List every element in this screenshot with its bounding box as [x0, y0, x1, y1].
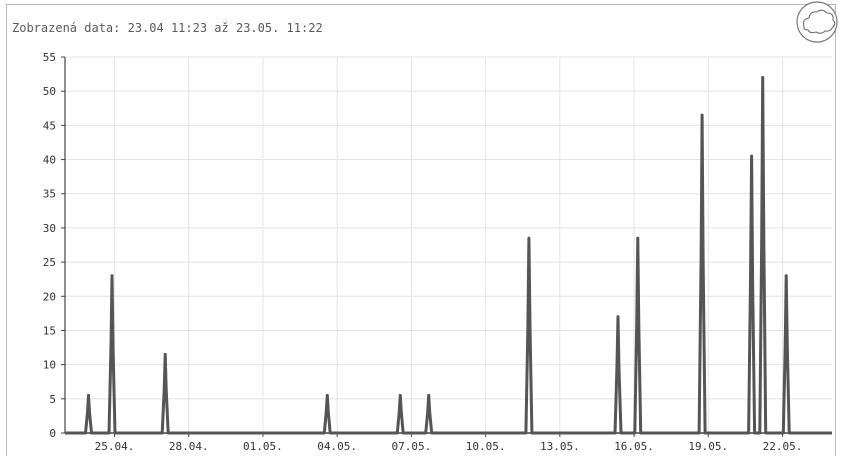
x-tick-label: 19.05.: [688, 440, 728, 453]
data-point: [750, 154, 753, 158]
data-point: [527, 236, 531, 240]
x-tick-label: 04.05.: [317, 440, 357, 453]
data-point: [398, 394, 402, 397]
data-point: [761, 76, 765, 79]
x-tick-label: 16.05.: [614, 440, 654, 453]
y-tick-label: 35: [43, 188, 56, 201]
x-tick-label: 28.04.: [169, 440, 209, 453]
y-tick-label: 0: [49, 427, 56, 440]
series-line: [65, 76, 832, 435]
data-point: [636, 236, 640, 240]
y-tick-label: 50: [43, 85, 56, 98]
x-tick-label: 01.05.: [243, 440, 283, 453]
y-tick-label: 45: [43, 119, 56, 132]
y-tick-label: 20: [43, 290, 56, 303]
displayed-data-range: Zobrazená data: 23.04 11:23 až 23.05. 11…: [12, 21, 323, 35]
y-tick-label: 10: [43, 359, 56, 372]
y-tick-label: 55: [43, 51, 56, 64]
y-tick-label: 40: [43, 154, 56, 167]
cloud-logo-icon: [796, 1, 838, 43]
x-tick-label: 22.05.: [763, 440, 803, 453]
data-point: [110, 274, 114, 278]
data-point: [784, 274, 788, 278]
y-tick-label: 15: [43, 324, 56, 337]
chart-panel: [6, 4, 836, 456]
range-value: 23.04 11:23 až 23.05. 11:22: [127, 21, 323, 35]
y-tick-label: 25: [43, 256, 56, 269]
x-tick-label: 07.05.: [392, 440, 432, 453]
data-point: [700, 113, 704, 117]
data-point: [616, 315, 620, 319]
y-tick-label: 5: [49, 393, 56, 406]
data-point: [163, 352, 167, 356]
data-point: [87, 394, 90, 397]
range-prefix: Zobrazená data:: [12, 21, 121, 35]
data-point: [325, 394, 329, 397]
x-tick-label: 13.05.: [540, 440, 580, 453]
x-tick-label: 25.04.: [95, 440, 135, 453]
x-tick-label: 10.05.: [466, 440, 506, 453]
data-point: [427, 394, 431, 397]
y-tick-label: 30: [43, 222, 56, 235]
